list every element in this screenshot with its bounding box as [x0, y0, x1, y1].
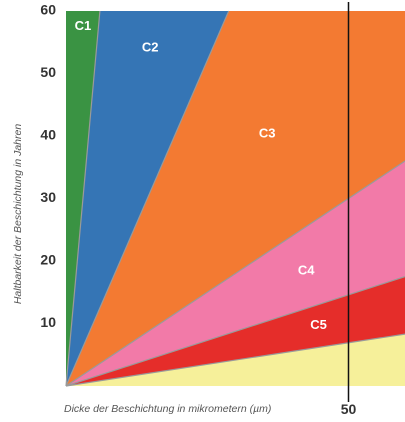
chart-boundaries	[65, 2, 405, 402]
y-axis-ticks: 10 20 30 40 50 60	[40, 2, 56, 331]
y-axis-label: Haltbarkeit der Beschichtung in Jahren	[12, 124, 24, 305]
y-tick-10: 10	[40, 314, 56, 330]
label-c5: C5	[310, 317, 327, 332]
boundary-c2	[65, 10, 101, 387]
y-tick-50: 50	[40, 64, 56, 80]
x-axis-label: Dicke der Beschichtung in mikrometern (µ…	[64, 403, 271, 415]
y-tick-60: 60	[40, 2, 56, 18]
x-axis-ticks: 50	[341, 401, 357, 417]
label-c1: C1	[75, 18, 92, 33]
chart-regions	[66, 11, 405, 386]
boundary-c3	[65, 10, 230, 387]
label-c3: C3	[259, 126, 276, 141]
label-c4: C4	[298, 262, 315, 277]
x-tick-50: 50	[341, 401, 357, 417]
chart-labels: C1 C2 C3 C4 C5	[75, 18, 327, 332]
y-tick-40: 40	[40, 127, 56, 143]
y-tick-20: 20	[40, 252, 56, 268]
y-tick-30: 30	[40, 189, 56, 205]
label-c2: C2	[142, 39, 159, 54]
